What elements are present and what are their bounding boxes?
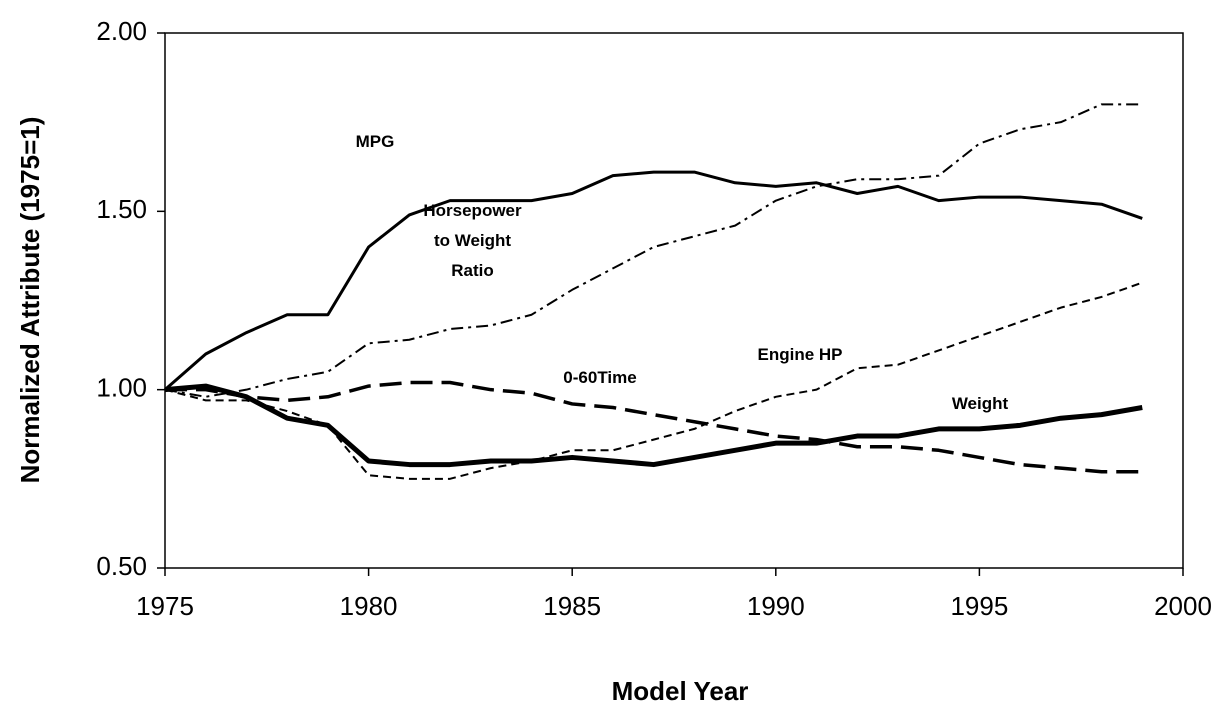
series-label: Horsepower to Weight Ratio — [423, 201, 522, 280]
y-tick-label: 2.00 — [96, 16, 147, 46]
x-axis-title: Model Year — [612, 676, 749, 706]
series-line — [164, 383, 1143, 468]
x-tick-label: 1990 — [747, 591, 805, 621]
x-tick-label: 1980 — [340, 591, 398, 621]
plot-frame — [164, 32, 1184, 569]
y-tick-label: 1.00 — [96, 373, 147, 403]
series-label: Weight — [951, 394, 1009, 413]
x-tick-label: 1975 — [136, 591, 194, 621]
series-label: 0-60Time — [563, 368, 637, 387]
x-tick-label: 1995 — [950, 591, 1008, 621]
series-line — [165, 380, 1143, 474]
series-line — [164, 281, 1143, 480]
y-tick-label: 1.50 — [96, 194, 147, 224]
y-axis-title: Normalized Attribute (1975=1) — [15, 117, 45, 484]
series-line — [164, 103, 1143, 398]
series-label: MPG — [355, 132, 395, 151]
series-line — [164, 170, 1143, 391]
series-label: Engine HP — [757, 345, 843, 364]
y-tick-label: 0.50 — [96, 551, 147, 581]
x-tick-label: 2000 — [1154, 591, 1212, 621]
x-tick-label: 1985 — [543, 591, 601, 621]
